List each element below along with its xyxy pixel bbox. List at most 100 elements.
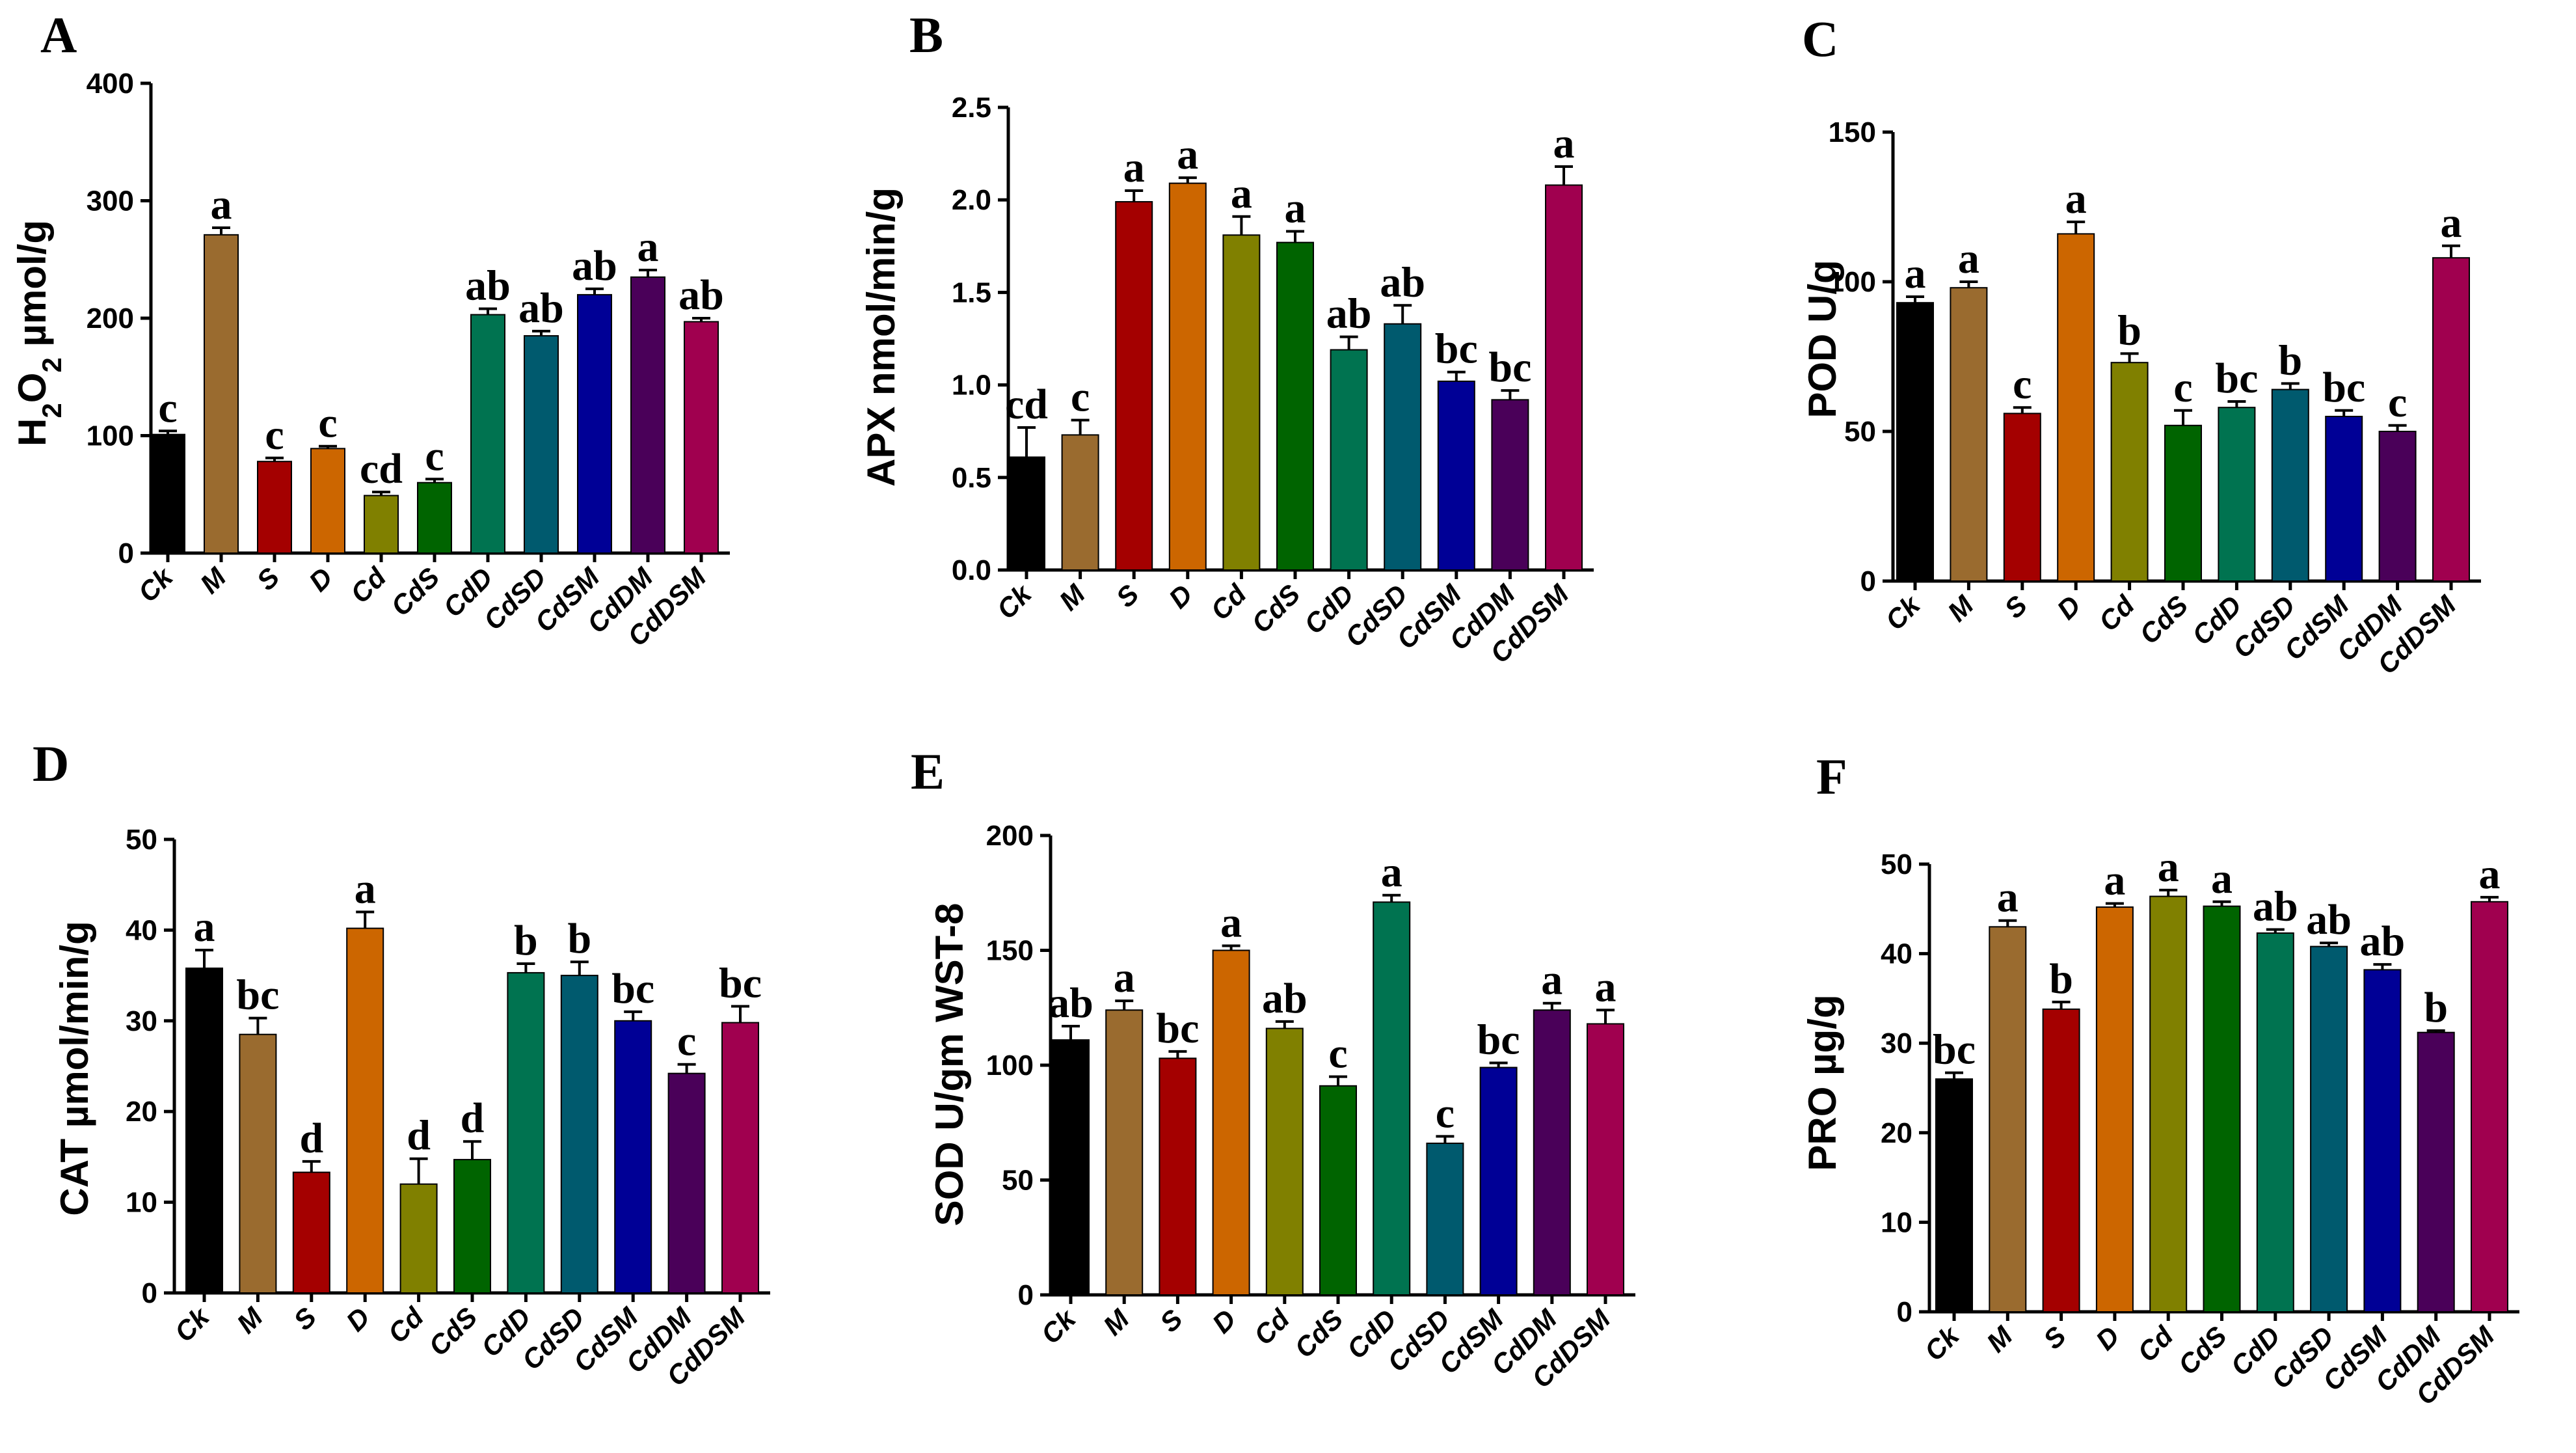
y-axis-label-d: CAT µmol/min/g (53, 921, 96, 1215)
bar-CdSM (1437, 380, 1475, 571)
bar-CdDSM (1587, 1023, 1624, 1296)
x-tick-label: Ck (132, 560, 180, 608)
y-tick-label: 2.0 (952, 184, 991, 216)
bar-S (2042, 1008, 2080, 1312)
chart-panel-c: 050100150aCkaMcSaDbCdcCdSbcCdDbCdSDbcCdS… (1829, 116, 2481, 680)
x-tick-label: M (194, 561, 232, 599)
bar-CdD (470, 314, 505, 554)
bar-D (310, 448, 345, 554)
bar-CdSD (560, 975, 598, 1294)
x-tick-label: Ck (1035, 1302, 1082, 1350)
x-tick-label: CdS (1246, 578, 1306, 639)
bar-M (1061, 434, 1099, 571)
x-tick-label: S (2037, 1320, 2072, 1355)
significance-letter: a (2479, 850, 2501, 898)
x-tick-label: CdS (423, 1301, 483, 1362)
bar-Ck (150, 433, 185, 554)
bar-Cd (399, 1183, 438, 1294)
significance-letter: ab (2253, 882, 2298, 930)
x-tick-label: S (288, 1301, 322, 1336)
y-tick-label: 30 (126, 1005, 157, 1037)
bar-CdSM (2325, 416, 2363, 582)
significance-letter: a (194, 903, 215, 951)
panel-letter-c: C (1802, 10, 1838, 67)
bar-Cd (364, 495, 399, 554)
y-tick-label: 1.0 (952, 370, 991, 401)
significance-letter: a (1541, 957, 1563, 1004)
x-tick-label: D (2051, 590, 2087, 625)
y-tick-label: 0 (1897, 1296, 1912, 1328)
significance-letter: a (1997, 874, 2019, 921)
significance-letter: d (461, 1094, 485, 1142)
chart-panel-b: 0.00.51.01.52.02.5cdCkcMaSaDaCdaCdSabCdD… (952, 92, 1594, 669)
bar-CdSD (524, 335, 559, 554)
significance-letter: cd (1005, 381, 1048, 428)
x-tick-label: Cd (1205, 578, 1253, 626)
bar-D (2095, 906, 2134, 1312)
significance-letter: bc (611, 965, 654, 1012)
significance-letter: a (355, 865, 376, 913)
bar-CdS (2203, 905, 2241, 1312)
significance-letter: b (567, 915, 591, 962)
chart-panel-d: 01020304050aCkbcMdSaDdCddCdSbCdDbCdSDbcC… (126, 824, 770, 1392)
significance-letter: a (1285, 185, 1306, 232)
significance-letter: b (2278, 336, 2302, 384)
bar-M (1950, 287, 1988, 582)
bar-CdS (453, 1159, 491, 1294)
bar-CdD (507, 971, 545, 1294)
significance-letter: a (1231, 170, 1252, 217)
bar-CdDSM (684, 321, 719, 554)
x-tick-label: M (231, 1301, 269, 1339)
significance-letter: bc (2215, 355, 2258, 402)
bar-CdSM (2363, 969, 2402, 1313)
bar-Ck (185, 967, 223, 1294)
significance-letter: bc (1435, 325, 1478, 373)
significance-letter: cd (360, 445, 403, 493)
significance-letter: c (425, 432, 444, 480)
significance-letter: a (1220, 899, 1242, 946)
significance-letter: c (2388, 379, 2407, 426)
panel-letter-a: A (40, 7, 77, 63)
x-tick-label: S (250, 562, 285, 596)
significance-letter: bc (719, 959, 762, 1007)
significance-letter: a (1595, 963, 1617, 1011)
y-axis-label-c: POD U/g (1801, 260, 1844, 418)
y-axis-label-a: H2O2 µmol/g (10, 220, 67, 446)
y-tick-label: 1.5 (952, 277, 991, 308)
bar-CdDSM (721, 1022, 759, 1294)
y-tick-label: 40 (126, 914, 157, 946)
x-tick-label: Cd (2093, 589, 2141, 637)
bar-CdSD (1426, 1143, 1464, 1296)
bar-D (346, 927, 384, 1294)
significance-letter: b (2117, 306, 2141, 354)
significance-letter: b (514, 917, 538, 964)
x-tick-label: D (2090, 1320, 2126, 1356)
significance-letter: b (2049, 955, 2073, 1003)
x-tick-label: S (1110, 578, 1145, 613)
bar-Cd (2110, 362, 2149, 582)
chart-panel-a: 0100200300400cCkaMcScDcdCdcCdSabCdDabCdS… (87, 68, 730, 652)
significance-letter: ab (518, 284, 564, 332)
significance-letter: ab (678, 271, 724, 319)
bar-Ck (1935, 1078, 1973, 1312)
significance-letter: bc (1488, 344, 1531, 391)
x-tick-label: D (1162, 578, 1198, 614)
x-tick-label: CdS (2172, 1320, 2233, 1381)
significance-letter: c (2013, 360, 2032, 408)
bar-Ck (1896, 302, 1934, 582)
x-tick-label: Cd (1248, 1303, 1296, 1351)
significance-letter: ab (1326, 290, 1372, 338)
y-tick-label: 150 (1829, 116, 1876, 148)
y-tick-label: 20 (126, 1096, 157, 1128)
bar-CdDSM (1545, 184, 1583, 571)
bar-S (257, 461, 292, 554)
bar-M (204, 234, 239, 554)
x-tick-label: D (303, 562, 339, 597)
significance-letter: d (407, 1112, 431, 1160)
y-tick-label: 10 (1881, 1206, 1912, 1238)
significance-letter: a (2065, 175, 2087, 223)
y-tick-label: 50 (1002, 1165, 1034, 1197)
significance-letter: b (2424, 984, 2448, 1031)
y-tick-label: 50 (126, 824, 157, 856)
bar-S (2003, 413, 2041, 582)
